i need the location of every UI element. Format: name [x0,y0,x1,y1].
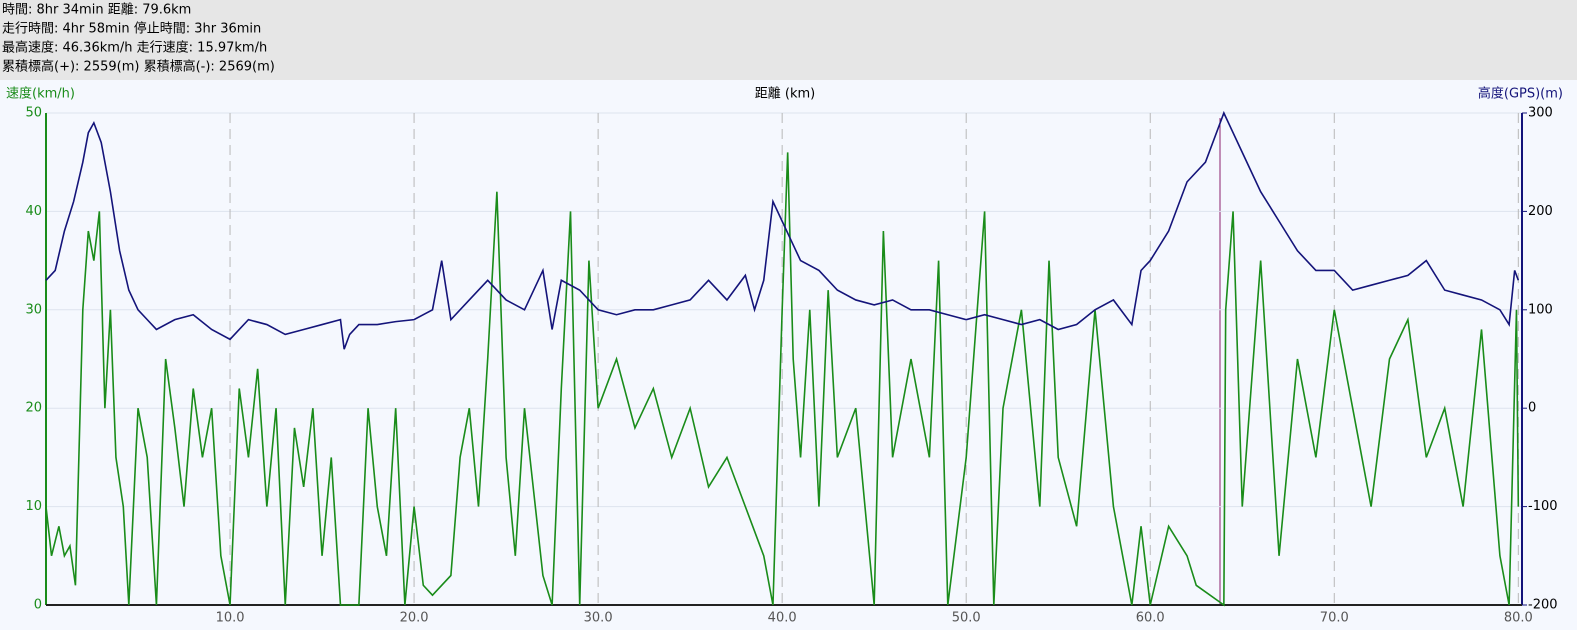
y-tick-label: 40 [25,204,42,219]
y2-tick-label: 0 [1528,401,1536,416]
y2-tick-label: 300 [1528,106,1553,121]
y2-axis-label: 高度(GPS)(m) [1478,86,1563,102]
y-tick-label: 0 [34,598,42,613]
x-tick-label: 40.0 [768,611,797,626]
summary-line: 時間: 8hr 34min 距離: 79.6km [2,3,191,18]
x-tick-label: 80.0 [1504,611,1533,626]
y-tick-label: 30 [25,302,42,317]
y-axis-label: 速度(km/h) [6,86,75,102]
y2-tick-label: -200 [1528,598,1558,613]
y-tick-label: 50 [25,106,42,121]
series-line [45,110,1520,350]
summary-panel [0,0,1577,80]
y2-tick-label: 100 [1528,302,1553,317]
summary-line: 走行時間: 4hr 58min 停止時間: 3hr 36min [2,21,261,37]
summary-line: 最高速度: 46.36km/h 走行速度: 15.97km/h [2,40,267,56]
x-axis-label: 距離 (km) [755,87,815,102]
x-tick-label: 60.0 [1136,611,1165,626]
y2-tick-label: -100 [1528,499,1558,514]
x-tick-label: 10.0 [216,611,245,626]
x-tick-label: 20.0 [400,611,429,626]
x-tick-label: 30.0 [584,611,613,626]
summary-line: 累積標高(+): 2559(m) 累積標高(-): 2569(m) [2,59,275,75]
y-tick-label: 20 [25,401,42,416]
x-tick-label: 50.0 [952,611,981,626]
x-tick-label: 70.0 [1320,611,1349,626]
series-line [45,152,1520,607]
y2-tick-label: 200 [1528,204,1553,219]
y-tick-label: 10 [25,499,42,514]
